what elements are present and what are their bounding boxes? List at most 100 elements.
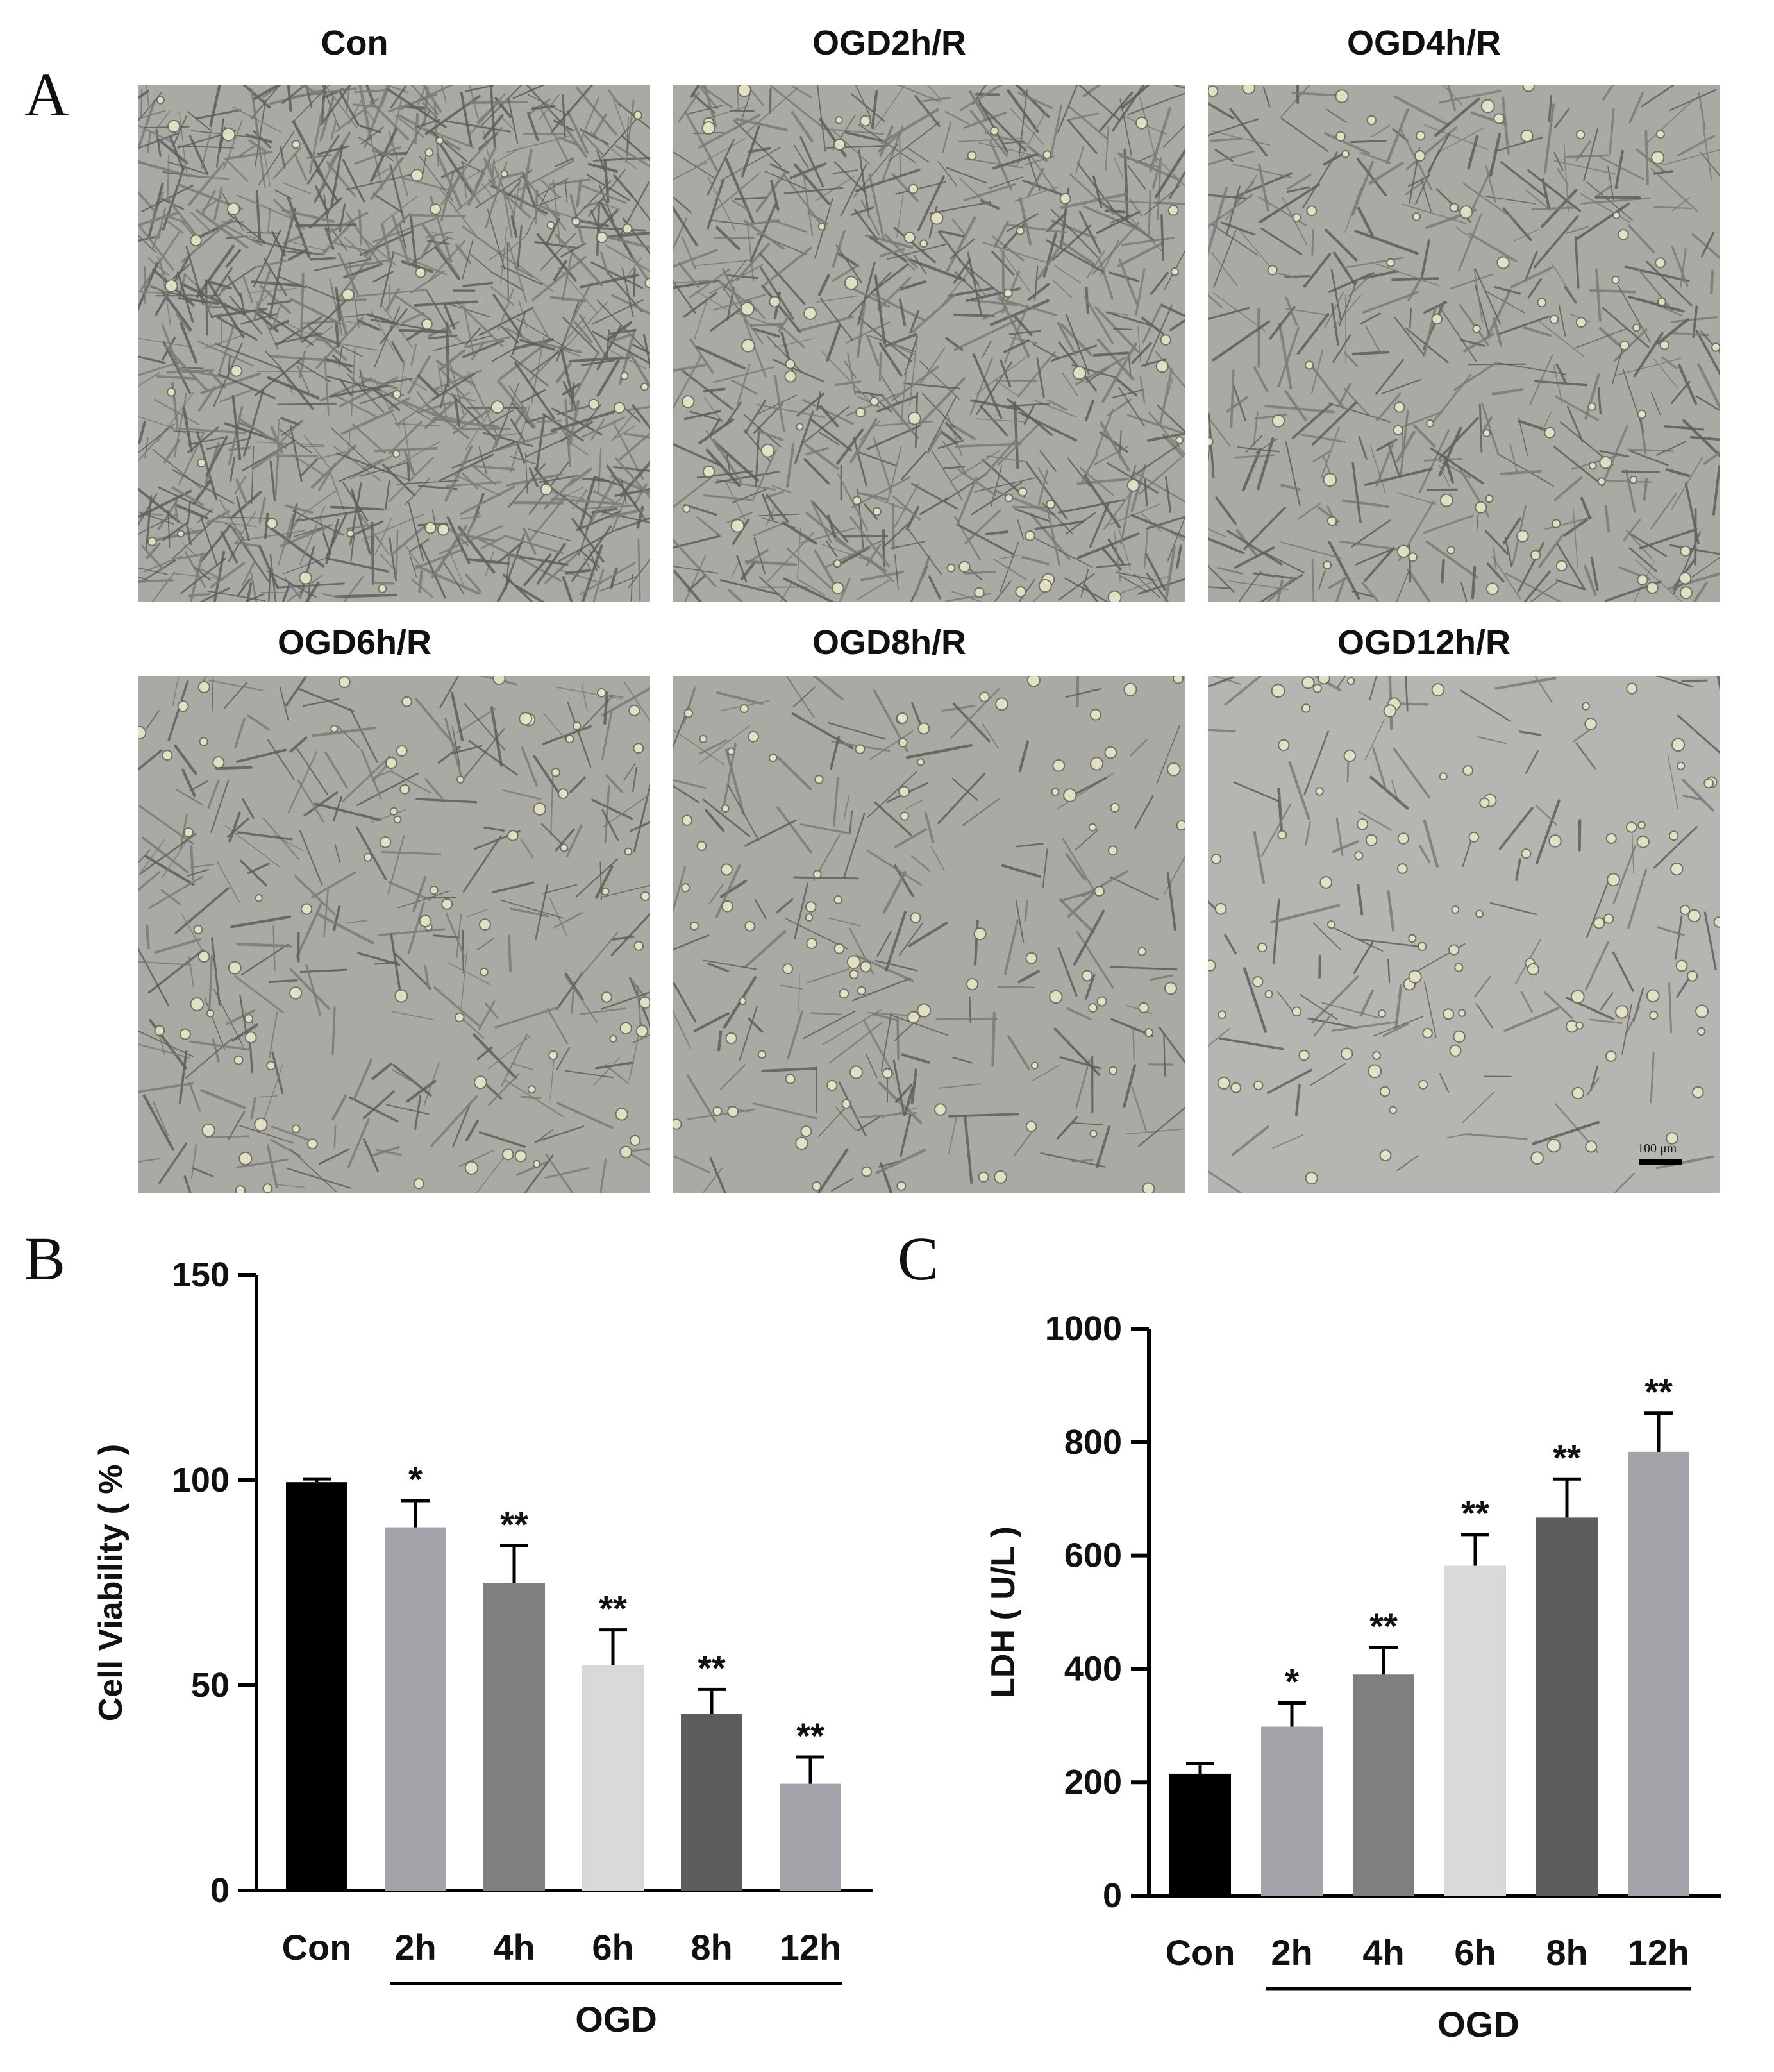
round-cell	[573, 218, 580, 226]
round-cell	[853, 496, 860, 504]
round-cell	[1268, 265, 1277, 274]
cell	[471, 102, 526, 103]
round-cell	[786, 360, 795, 369]
round-cell	[635, 941, 644, 950]
round-cell	[920, 240, 927, 248]
round-cell	[1368, 116, 1376, 124]
cell	[521, 1097, 540, 1098]
round-cell	[786, 1075, 795, 1084]
round-cell	[430, 886, 438, 894]
round-cell	[235, 1056, 243, 1065]
round-cell	[548, 222, 555, 229]
round-cell	[1449, 945, 1459, 955]
round-cell	[1323, 561, 1331, 569]
round-cell	[308, 1139, 317, 1149]
round-cell	[455, 1013, 464, 1022]
cell	[880, 353, 881, 380]
cell	[296, 225, 355, 226]
round-cell	[1243, 85, 1255, 94]
round-cell	[1278, 740, 1289, 750]
round-cell	[1476, 911, 1483, 918]
round-cell	[1413, 213, 1420, 220]
round-cell	[721, 864, 732, 875]
round-cell	[1025, 531, 1035, 541]
round-cell	[1342, 151, 1349, 158]
round-cell	[292, 140, 300, 148]
round-cell	[1394, 426, 1403, 435]
round-cell	[616, 1108, 628, 1120]
round-cell	[980, 692, 989, 702]
cell	[1623, 471, 1659, 472]
round-cell	[148, 537, 156, 546]
micrograph-con	[138, 85, 650, 602]
round-cell	[1109, 846, 1117, 855]
round-cell	[1650, 1011, 1657, 1019]
micrograph-texture	[673, 85, 1185, 602]
round-cell	[167, 388, 175, 396]
chart-b-y-tick-label: 150	[172, 1257, 230, 1294]
round-cell	[1046, 500, 1055, 509]
round-cell	[420, 916, 431, 927]
cell	[969, 997, 971, 1022]
round-cell	[290, 987, 301, 998]
round-cell	[1157, 360, 1168, 372]
cell	[141, 90, 142, 117]
round-cell	[835, 944, 844, 954]
micrograph-title-ogd12h: OGD12h/R	[1167, 625, 1680, 660]
round-cell	[1409, 935, 1416, 942]
cell	[374, 583, 393, 584]
round-cell	[860, 116, 871, 126]
round-cell	[1693, 1087, 1703, 1098]
round-cell	[1039, 580, 1051, 592]
round-cell	[1680, 546, 1690, 556]
round-cell	[573, 722, 580, 729]
round-cell	[745, 922, 755, 931]
round-cell	[1698, 1028, 1705, 1035]
chart-c-bar	[1353, 1674, 1414, 1896]
scale-bar-label: 100 μm	[1637, 1141, 1677, 1156]
round-cell	[1427, 420, 1434, 427]
round-cell	[1378, 1010, 1385, 1017]
round-cell	[1082, 971, 1092, 981]
round-cell	[1091, 709, 1101, 720]
round-cell	[1165, 982, 1176, 994]
round-cell	[1594, 918, 1604, 928]
round-cell	[722, 901, 733, 912]
round-cell	[1618, 230, 1628, 239]
round-cell	[801, 1126, 811, 1136]
round-cell	[1335, 90, 1348, 102]
round-cell	[246, 1032, 256, 1043]
round-cell	[713, 1107, 721, 1115]
round-cell	[1278, 831, 1286, 839]
round-cell	[685, 709, 693, 718]
chart-b-significance-label: **	[698, 1647, 726, 1688]
round-cell	[1680, 573, 1691, 584]
round-cell	[1607, 834, 1616, 843]
round-cell	[1169, 206, 1178, 215]
round-cell	[425, 149, 433, 156]
round-cell	[1089, 824, 1096, 831]
round-cell	[589, 400, 599, 409]
round-cell	[1336, 132, 1345, 141]
round-cell	[1418, 943, 1426, 950]
cell	[1711, 271, 1712, 293]
round-cell	[769, 297, 780, 307]
round-cell	[255, 1118, 267, 1131]
round-cell	[1218, 1011, 1226, 1018]
round-cell	[1307, 206, 1317, 215]
round-cell	[199, 951, 210, 962]
chart-c-significance-label: **	[1644, 1372, 1673, 1412]
round-cell	[742, 339, 755, 352]
round-cell	[785, 371, 796, 382]
round-cell	[975, 928, 986, 939]
round-cell	[748, 732, 758, 742]
round-cell	[1637, 836, 1649, 848]
round-cell	[1577, 131, 1584, 139]
round-cell	[899, 739, 907, 747]
round-cell	[397, 746, 407, 756]
round-cell	[1696, 1006, 1708, 1018]
round-cell	[967, 979, 978, 990]
cell	[538, 421, 561, 422]
